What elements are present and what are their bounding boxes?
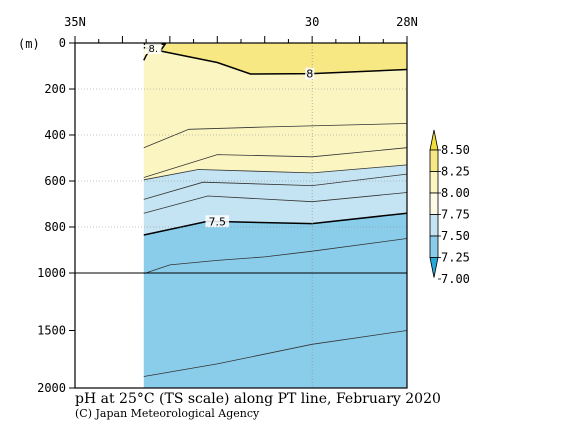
- colorbar-label: 7.00: [441, 272, 470, 286]
- colorbar-segment: [429, 214, 439, 237]
- contour-label-bg: [205, 215, 230, 228]
- contour-line-7-5-7: [143, 212, 407, 236]
- y-tick-label: 800: [44, 220, 66, 234]
- colorbar-bottom-arrow: [429, 257, 439, 278]
- contour-line-7-9-2: [143, 123, 407, 149]
- contour-line-7-7-5: [143, 173, 407, 200]
- colorbar-segment: [429, 235, 439, 258]
- y-tick-label: 400: [44, 128, 66, 142]
- latitude-axis: 35N 30 28N: [64, 15, 418, 43]
- y-tick-label: 1500: [37, 324, 66, 338]
- colorbar-segment: [429, 171, 439, 194]
- colorbar-label: 7.25: [441, 251, 470, 265]
- fill-region-7-75-to-8-00: [143, 43, 407, 180]
- contour-label: 7.5: [209, 215, 227, 228]
- x-tick-label: 35N: [64, 15, 86, 29]
- contour-line-7-45-8: [143, 238, 407, 274]
- depth-axis: 0 200 400 600 800 1000 1500 2000: [37, 36, 75, 395]
- contour-line-7-75-4: [143, 164, 407, 181]
- y-tick-label: 200: [44, 82, 66, 96]
- colorbar-top-arrow: [429, 129, 439, 151]
- x-tick-label: 30: [305, 15, 319, 29]
- colorbar-label: 8.50: [441, 143, 470, 157]
- colorbar-label: 8.25: [441, 165, 470, 179]
- contour-label-bg: [145, 43, 162, 55]
- dotted-gridlines: [75, 43, 407, 388]
- colorbar-label: 7.50: [441, 229, 470, 243]
- contour-lines: 8 8. 7.5: [143, 43, 407, 377]
- credit-line: (C) Japan Meteorological Agency: [75, 407, 260, 420]
- contour-label-bg: [305, 67, 315, 80]
- y-unit-label: (m): [18, 37, 40, 51]
- x-tick-label: 28N: [396, 15, 418, 29]
- colorbar-label: 7.75: [441, 208, 470, 222]
- y-tick-label: 0: [59, 36, 66, 50]
- fill-region-above-8-00: [143, 43, 407, 74]
- colorbar-segment: [429, 149, 439, 172]
- contour-line-7-85-3: [143, 147, 407, 178]
- y-tick-label: 600: [44, 174, 66, 188]
- contour-line-7-6-6: [143, 192, 407, 214]
- y-tick-label: 2000: [37, 381, 66, 395]
- chart-title: pH at 25°C (TS scale) along PT line, Feb…: [75, 391, 441, 407]
- contour-line-7-4-9: [143, 330, 407, 377]
- contour-label: 8.: [148, 44, 158, 55]
- colorbar-label: 8.00: [441, 186, 470, 200]
- y-tick-label: 1000: [37, 266, 66, 280]
- colorbar-segment: [429, 192, 439, 215]
- contour-label: 8: [306, 68, 313, 81]
- colorbar-legend: 8.50 8.25 8.00 7.75 7.50 7.25 7.00: [429, 129, 470, 286]
- fill-region-below-7-50: [143, 213, 407, 388]
